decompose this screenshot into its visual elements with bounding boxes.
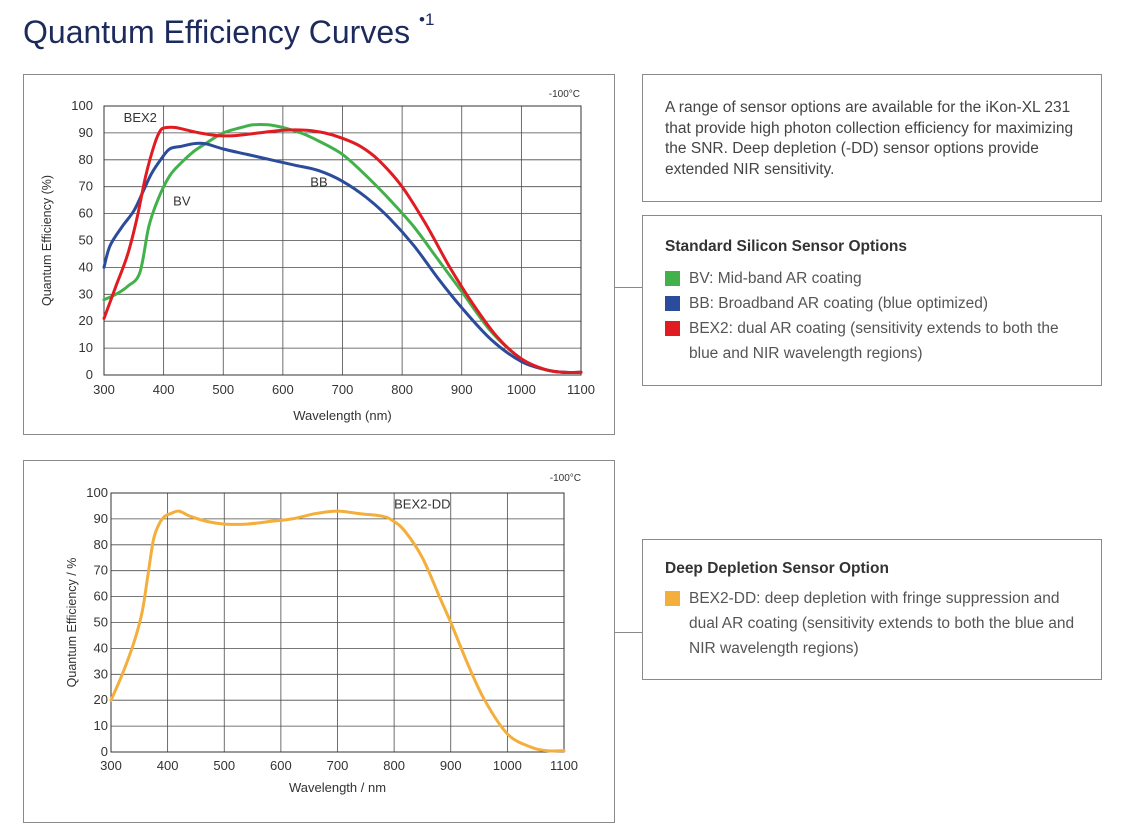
x-axis-title: Wavelength / nm (289, 780, 386, 795)
option-bv-text: Mid-band AR coating (713, 270, 862, 287)
y-tick-label: 50 (94, 615, 108, 630)
x-tick-label: 1100 (550, 758, 578, 773)
x-tick-label: 1000 (493, 758, 522, 773)
y-tick-label: 40 (94, 640, 108, 655)
x-tick-label: 800 (391, 382, 413, 397)
curve-label: BEX2 (124, 110, 157, 125)
x-tick-label: 700 (332, 382, 354, 397)
y-tick-label: 30 (79, 286, 93, 301)
y-tick-label: 20 (79, 313, 93, 328)
temperature-label: -100°C (550, 473, 581, 484)
x-tick-label: 300 (93, 382, 115, 397)
bex2-swatch (665, 321, 680, 336)
x-tick-label: 600 (272, 382, 294, 397)
y-tick-label: 90 (94, 511, 108, 526)
bex2-dd-swatch (665, 591, 680, 606)
plot-frame (110, 492, 565, 753)
y-tick-label: 0 (86, 367, 93, 382)
connector-line-deep (615, 632, 642, 633)
standard-options-title: Standard Silicon Sensor Options (665, 238, 908, 255)
qe-chart-standard-panel: 300 400 500 600 700 800 900 1000 1100 0 10 20 30 40 50… (23, 74, 615, 435)
footnote-marker: •1 (419, 10, 435, 30)
bb-swatch (665, 296, 680, 311)
temperature-label: -100°C (549, 89, 580, 100)
y-tick-label: 0 (101, 744, 108, 759)
curve-label: BV (173, 194, 191, 209)
x-tick-label: 500 (213, 758, 235, 773)
series-line-bex2 (102, 125, 583, 375)
option-bb-text: Broadband AR coating (blue optimized) (713, 295, 988, 312)
option-bex2-code: BEX2: (689, 320, 733, 337)
plot-area: 300 400 500 600 700 800 900 1000 1100 0 10 20 30 40 50… (40, 89, 595, 423)
y-tick-label: 80 (94, 537, 108, 552)
series-line-bv (102, 123, 583, 375)
y-tick-label: 70 (79, 179, 93, 194)
y-tick-label: 10 (79, 340, 93, 355)
x-tick-label: 400 (157, 758, 179, 773)
x-tick-label: 300 (100, 758, 122, 773)
option-bex2-dd: BEX2-DD: deep depletion with fringe supp… (665, 586, 1079, 661)
x-axis-title: Wavelength (nm) (293, 408, 392, 423)
x-tick-label: 1000 (507, 382, 536, 397)
description-panel: A range of sensor options are available … (642, 74, 1102, 202)
standard-options-panel: Standard Silicon Sensor Options BV: Mid-… (642, 215, 1102, 386)
y-tick-label: 80 (79, 152, 93, 167)
y-tick-label: 100 (71, 98, 93, 113)
x-tick-label: 700 (327, 758, 349, 773)
option-bb: BB: Broadband AR coating (blue optimized… (665, 291, 1079, 316)
deep-depletion-title: Deep Depletion Sensor Option (665, 560, 889, 577)
connector-line-standard (615, 287, 642, 288)
option-bex2: BEX2: dual AR coating (sensitivity exten… (665, 316, 1079, 366)
curve-label: BB (310, 175, 327, 190)
y-axis-title: Quantum Efficiency / % (65, 558, 79, 688)
curve-label: BEX2-DD (394, 497, 450, 512)
y-tick-label: 90 (79, 125, 93, 140)
page-title: Quantum Efficiency Curves •1 (23, 10, 434, 51)
y-tick-label: 10 (94, 718, 108, 733)
y-axis-title: Quantum Efficiency (%) (40, 175, 54, 306)
option-bb-code: BB: (689, 295, 714, 312)
x-tick-label: 600 (270, 758, 292, 773)
qe-chart-deep-depletion-panel: 300 400 500 600 700 800 900 1000 1100 0 10 20 30 40 50… (23, 460, 615, 823)
bv-swatch (665, 271, 680, 286)
x-tick-label: 900 (440, 758, 462, 773)
x-tick-label: 900 (451, 382, 473, 397)
option-bex2-dd-code: BEX2-DD: (689, 590, 761, 607)
x-tick-label: 400 (153, 382, 175, 397)
x-tick-label: 500 (212, 382, 234, 397)
y-tick-label: 70 (94, 563, 108, 578)
option-bv: BV: Mid-band AR coating (665, 266, 1079, 291)
qe-chart-standard: 300 400 500 600 700 800 900 1000 1100 0 10 20 30 40 50… (40, 89, 595, 423)
description-text: A range of sensor options are available … (665, 99, 1074, 178)
plot-frame (103, 105, 582, 376)
series-line-bex2-dd (109, 509, 566, 753)
option-bv-code: BV: (689, 270, 714, 287)
series-line-bb (102, 141, 583, 375)
y-tick-label: 60 (79, 206, 93, 221)
option-bex2-dd-text: deep depletion with fringe suppression a… (689, 590, 1075, 657)
plot-area: 300 400 500 600 700 800 900 1000 1100 0 10 20 30 40 50… (65, 473, 581, 795)
y-tick-label: 60 (94, 589, 108, 604)
deep-depletion-panel: Deep Depletion Sensor Option BEX2-DD: de… (642, 539, 1102, 680)
qe-chart-deep-depletion: 300 400 500 600 700 800 900 1000 1100 0 10 20 30 40 50… (65, 473, 581, 795)
page-title-text: Quantum Efficiency Curves (23, 14, 411, 50)
x-tick-label: 800 (383, 758, 405, 773)
y-tick-label: 50 (79, 233, 93, 248)
y-tick-label: 40 (79, 259, 93, 274)
y-tick-label: 30 (94, 666, 108, 681)
y-tick-label: 20 (94, 692, 108, 707)
y-tick-label: 100 (86, 485, 108, 500)
option-bex2-text: dual AR coating (sensitivity extends to … (689, 320, 1059, 362)
x-tick-label: 1100 (567, 382, 595, 397)
